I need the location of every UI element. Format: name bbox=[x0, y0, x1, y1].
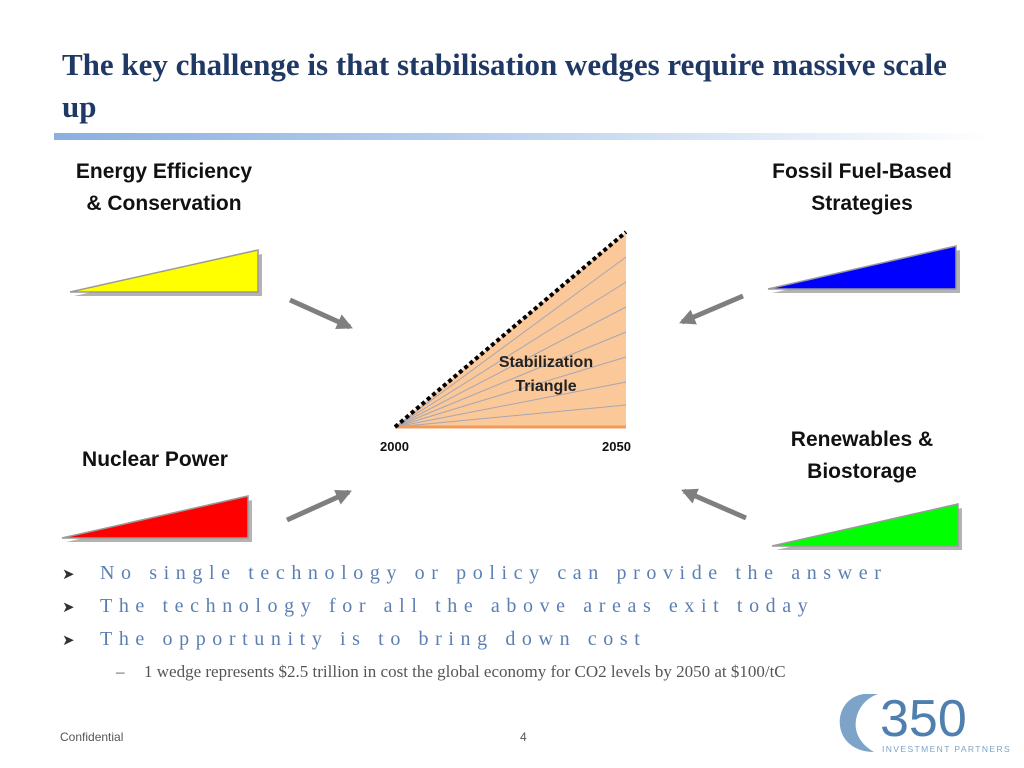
blue-wedge bbox=[767, 245, 960, 293]
renewables-label: Renewables & Biostorage bbox=[762, 424, 962, 488]
stabilization-triangle-label: Stabilization Triangle bbox=[482, 351, 610, 399]
arrow-bullet-icon: ➤ bbox=[62, 600, 75, 616]
bullet-item: ➤ The technology for all the above areas … bbox=[62, 595, 887, 628]
renewables-label-line2: Biostorage bbox=[807, 460, 917, 483]
blue-wedge-shape bbox=[767, 245, 957, 290]
triangle-label-line1: Stabilization bbox=[498, 354, 594, 371]
renewables-label-line1: Renewables & bbox=[790, 428, 934, 451]
dash-icon: – bbox=[116, 662, 125, 681]
nuclear-power-label-line1: Nuclear Power bbox=[82, 448, 228, 471]
sub-bullet-text: 1 wedge represents $2.5 trillion in cost… bbox=[144, 662, 786, 681]
logo-swoosh-icon bbox=[839, 694, 878, 752]
fossil-fuel-label: Fossil Fuel-Based Strategies bbox=[762, 156, 962, 220]
energy-efficiency-label-line2: & Conservation bbox=[86, 192, 242, 215]
triangle-wedge-lines bbox=[394, 256, 627, 428]
title-underline bbox=[54, 133, 994, 140]
bullet-list: ➤ No single technology or policy can prov… bbox=[62, 562, 887, 661]
page-title: The key challenge is that stabilisation … bbox=[62, 47, 947, 124]
triangle-dotted-hypotenuse bbox=[393, 230, 628, 429]
bullet-item: ➤ The opportunity is to bring down cost bbox=[62, 628, 887, 661]
arrow-bullet-icon: ➤ bbox=[62, 633, 75, 649]
fossil-fuel-label-line1: Fossil Fuel-Based bbox=[772, 160, 952, 183]
confidential-label: Confidential bbox=[60, 730, 124, 744]
bullet-text: No single technology or policy can provi… bbox=[100, 562, 888, 584]
bullet-text: The technology for all the above areas e… bbox=[100, 595, 815, 617]
stabilization-triangle bbox=[393, 230, 628, 429]
arrow-from-renewables bbox=[681, 488, 747, 521]
green-wedge bbox=[771, 503, 962, 550]
triangle-label-line2: Triangle bbox=[515, 378, 577, 395]
sub-bullet: –1 wedge represents $2.5 trillion in cos… bbox=[116, 662, 786, 682]
arrow-from-fossil bbox=[679, 293, 744, 325]
fossil-fuel-label-line2: Strategies bbox=[811, 192, 913, 215]
bullet-item: ➤ No single technology or policy can prov… bbox=[62, 562, 887, 595]
arrow-from-efficiency bbox=[288, 297, 353, 330]
yellow-wedge bbox=[69, 249, 262, 296]
start-year-label: 2000 bbox=[380, 439, 409, 454]
red-wedge bbox=[61, 495, 252, 542]
red-wedge-shape bbox=[61, 495, 249, 539]
energy-efficiency-label: Energy Efficiency & Conservation bbox=[64, 156, 264, 220]
green-wedge-shape bbox=[771, 503, 959, 547]
nuclear-power-label: Nuclear Power bbox=[60, 444, 250, 476]
energy-efficiency-label-line1: Energy Efficiency bbox=[75, 160, 253, 183]
arrow-from-nuclear bbox=[285, 489, 352, 523]
logo-number: 350 bbox=[880, 690, 967, 748]
page-number: 4 bbox=[520, 730, 527, 744]
bullet-text: The opportunity is to bring down cost bbox=[100, 628, 647, 650]
yellow-wedge-shape bbox=[69, 249, 259, 293]
logo-tagline: INVESTMENT PARTNERS bbox=[882, 744, 1010, 754]
logo: 350 INVESTMENT PARTNERS bbox=[839, 690, 1010, 754]
arrow-bullet-icon: ➤ bbox=[62, 567, 75, 583]
end-year-label: 2050 bbox=[602, 439, 631, 454]
